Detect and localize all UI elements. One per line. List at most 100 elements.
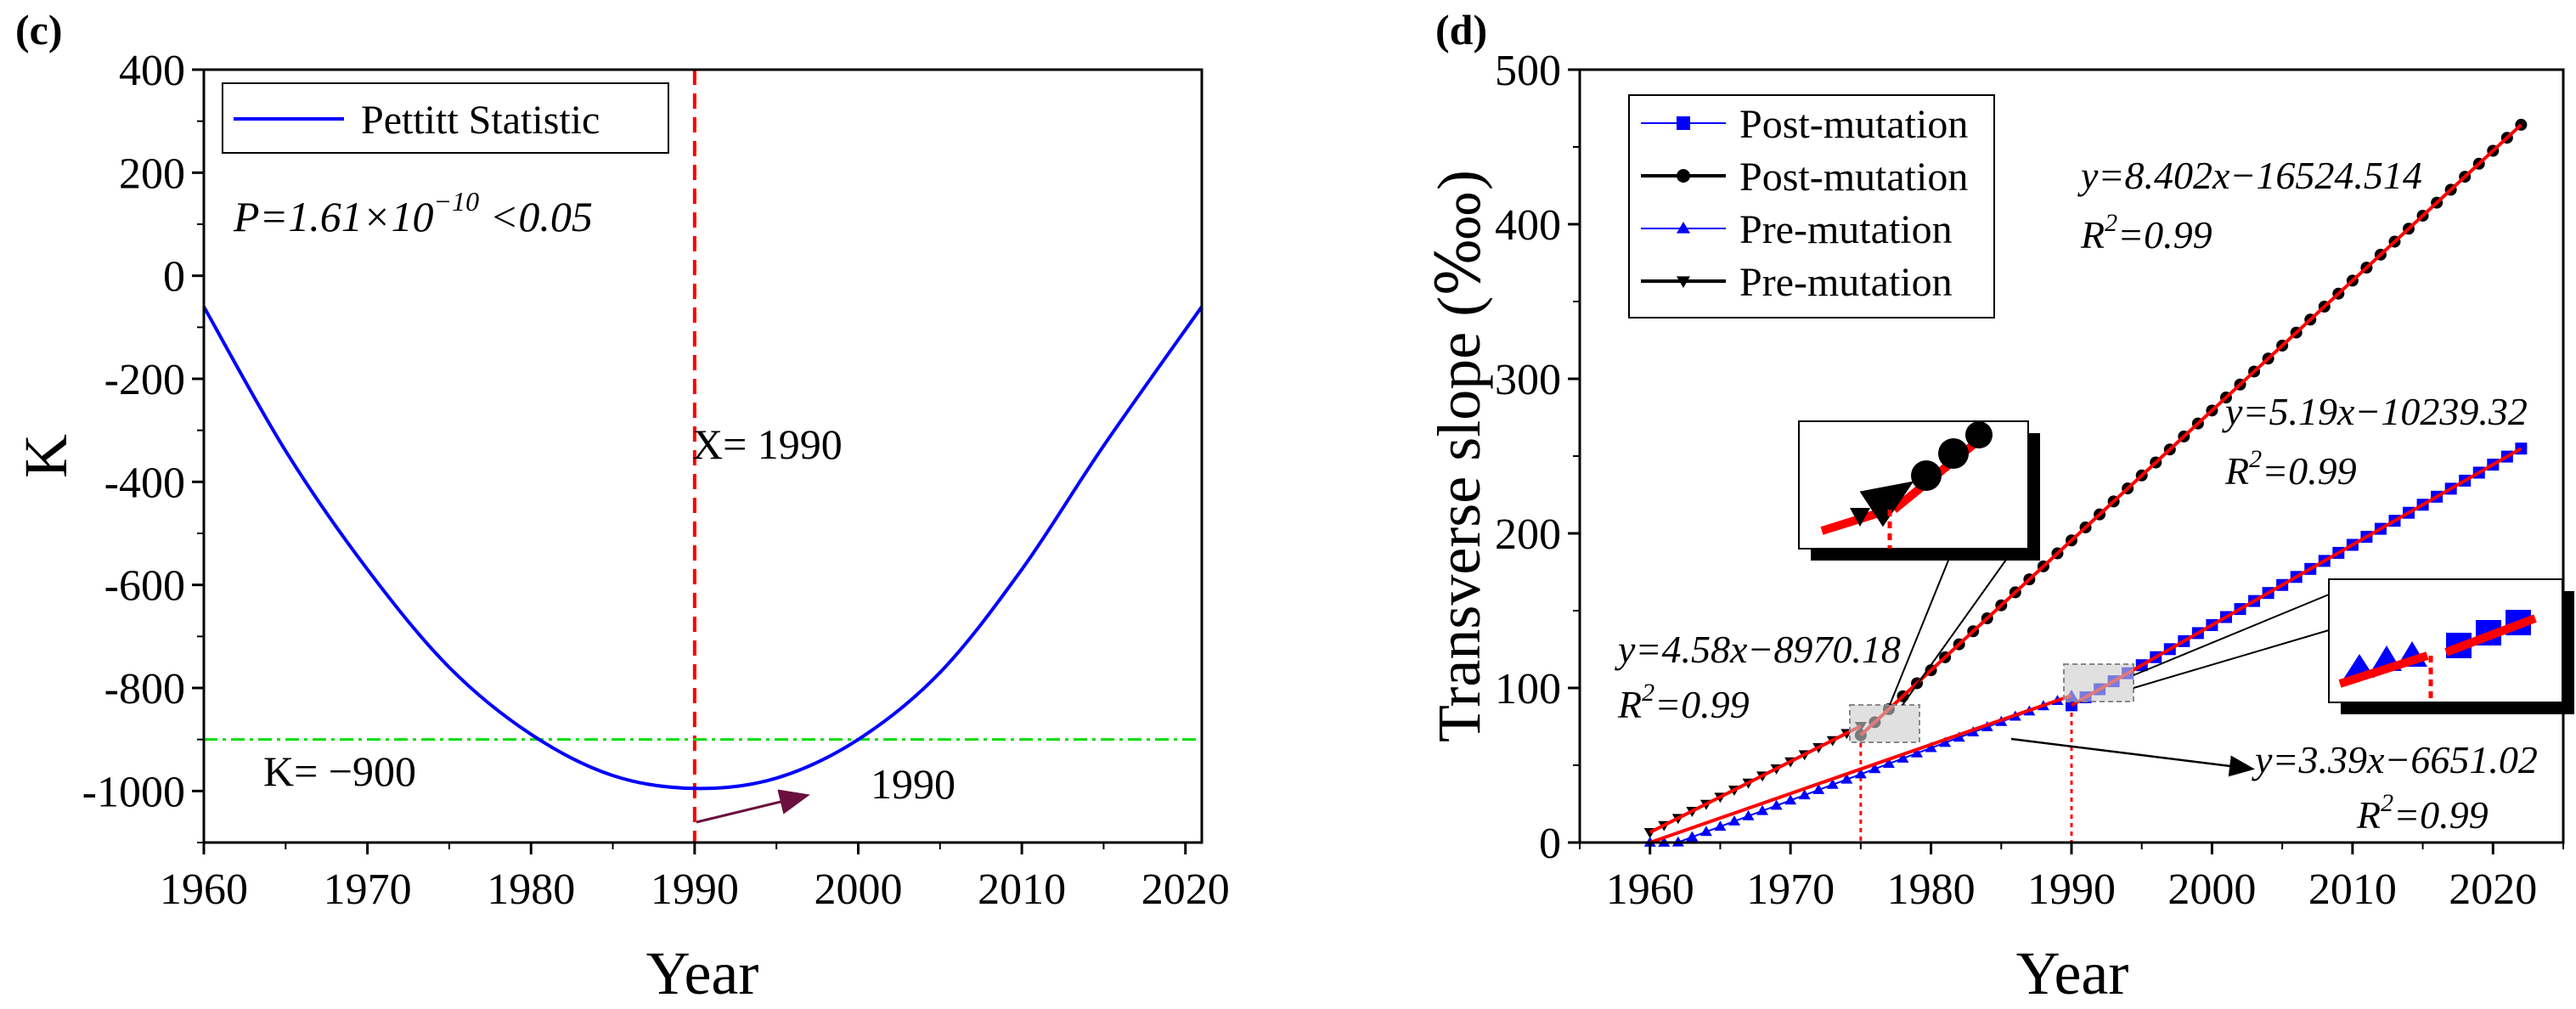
y-tick-label: -600 bbox=[104, 562, 185, 611]
inset-1990-post-fit bbox=[2444, 614, 2537, 657]
panel-d-zoom-box-1990 bbox=[2063, 663, 2134, 702]
triangle-up-marker bbox=[1728, 815, 1740, 826]
panel-d: (d) 1960 1970 1980 1990 2000 2010 2020 0 100 200 3… bbox=[1425, 6, 2574, 1007]
triangle-up-marker bbox=[1840, 773, 1853, 784]
inset-1975-circle-marker-3 bbox=[1965, 421, 1993, 448]
triangle-up-marker bbox=[1784, 794, 1797, 805]
triangle-up-marker bbox=[1742, 809, 1755, 820]
x-tick-label: 2010 bbox=[2308, 865, 2397, 914]
panel-c-ticks: 1960 1970 1980 1990 2000 2010 2020-1000-800-60… bbox=[82, 47, 1230, 914]
x-tick-label: 2010 bbox=[978, 865, 1066, 914]
triangle-up-marker bbox=[1677, 222, 1690, 234]
triangle-up-marker bbox=[1953, 731, 1965, 742]
x-tick-label: 2020 bbox=[2449, 865, 2537, 914]
inset-1975-arrow-marker bbox=[1859, 481, 1914, 527]
panel-d-r2-post-blue: R2=0.99 bbox=[2224, 445, 2357, 493]
y-tick-label: -1000 bbox=[82, 768, 185, 816]
triangle-up-marker bbox=[1897, 752, 1909, 763]
panel-d-series bbox=[1643, 118, 2528, 847]
fit-line bbox=[2071, 447, 2522, 707]
y-tick-label: -200 bbox=[104, 356, 185, 404]
x-tick-label: 1980 bbox=[1887, 865, 1976, 914]
panel-d-legend-label-pre-triangle-down: Pre-mutation bbox=[1739, 260, 1953, 305]
x-tick-label: 2020 bbox=[1141, 865, 1230, 914]
panel-c-x-axis-title: Year bbox=[646, 939, 759, 1007]
triangle-up-marker bbox=[1686, 831, 1699, 842]
panel-d-inset-1990 bbox=[2328, 578, 2574, 714]
panel-d-legend-label-post-circle: Post-mutation bbox=[1739, 155, 1968, 200]
panel-d-leader-1975-a bbox=[1889, 547, 1954, 706]
triangle-up-marker bbox=[1882, 758, 1895, 769]
x-tick-label: 1960 bbox=[160, 865, 248, 914]
panel-d-r2-pre-blue: R2=0.99 bbox=[2356, 789, 2489, 837]
panel-c-minimum-arrow bbox=[696, 789, 810, 824]
x-tick-label: 1980 bbox=[487, 865, 575, 914]
y-tick-label: 500 bbox=[1495, 47, 1561, 95]
y-tick-label: -400 bbox=[104, 459, 185, 507]
triangle-up-marker bbox=[1939, 736, 1952, 747]
triangle-down-marker bbox=[1677, 276, 1690, 288]
panel-c-legend: Pettitt Statistic bbox=[222, 82, 669, 154]
panel-c-plot-frame bbox=[202, 68, 1203, 844]
panel-c-p-value: P=1.61×10−10 <0.05 bbox=[233, 186, 593, 240]
panel-d-inset-1975 bbox=[1798, 420, 2040, 561]
x-tick-label: 1970 bbox=[324, 865, 412, 914]
panel-c-horizontal-line-label: K= −900 bbox=[263, 747, 416, 795]
y-tick-label: 0 bbox=[1539, 820, 1561, 868]
triangle-up-marker bbox=[1911, 747, 1924, 758]
circle-marker bbox=[1677, 169, 1690, 183]
triangle-up-marker bbox=[1770, 799, 1783, 810]
panel-c-series bbox=[202, 305, 1203, 791]
panel-d-zoom-box-1975 bbox=[1849, 704, 1920, 743]
y-tick-label: 200 bbox=[119, 149, 185, 198]
inset-1975-circle-marker-1 bbox=[1911, 460, 1942, 491]
panel-c-arrow-label: 1990 bbox=[871, 760, 955, 808]
pettitt-statistic-line bbox=[202, 305, 1203, 791]
panel-c-reference-lines bbox=[204, 70, 1202, 843]
x-tick-label: 2000 bbox=[2167, 865, 2256, 914]
panel-d-ticks: 1960 1970 1980 1990 2000 2010 2020 0 100 200 300 40… bbox=[1495, 47, 2564, 914]
panel-d-equation-arrow bbox=[2010, 737, 2255, 777]
panel-c-label: (c) bbox=[15, 6, 63, 54]
inset-1990-frame bbox=[2328, 578, 2563, 703]
triangle-up-marker bbox=[1798, 789, 1811, 800]
panel-c: (c) 1960 1970 1980 1990 2000 2010 2020-1000-80… bbox=[12, 6, 1230, 1007]
panel-d-equation-post-blue: y=5.19x−10239.32 bbox=[2222, 390, 2528, 433]
y-tick-label: 0 bbox=[163, 253, 185, 302]
panel-d-x-axis-title: Year bbox=[2016, 939, 2129, 1007]
square-marker bbox=[1677, 116, 1690, 130]
panel-d-equation-post-black: y=8.402x−16524.514 bbox=[2077, 154, 2422, 197]
panel-d-legend-label-post-square: Post-mutation bbox=[1739, 102, 1968, 147]
y-tick-label: 400 bbox=[119, 47, 185, 95]
panel-d-r2-post-black: R2=0.99 bbox=[2080, 209, 2212, 256]
panel-d-legend-label-pre-triangle-up: Pre-mutation bbox=[1739, 207, 1953, 252]
inset-1975-circle-marker-2 bbox=[1938, 438, 1969, 469]
y-tick-label: 200 bbox=[1495, 510, 1561, 559]
series-1 bbox=[1854, 118, 2528, 741]
panel-d-label: (d) bbox=[1435, 6, 1487, 54]
x-tick-label: 2000 bbox=[814, 865, 902, 914]
panel-d-r2-pre-black: R2=0.99 bbox=[1617, 679, 1750, 726]
fit-line bbox=[1649, 724, 1862, 834]
y-tick-label: 100 bbox=[1495, 665, 1561, 713]
triangle-up-marker bbox=[1756, 804, 1769, 815]
fit-line bbox=[1649, 694, 2072, 844]
panel-d-leader-1990-b bbox=[2133, 629, 2330, 689]
triangle-up-marker bbox=[1854, 768, 1867, 779]
fit-line bbox=[1859, 123, 2522, 737]
x-tick-label: 1990 bbox=[651, 865, 739, 914]
panel-d-leader-1975-b bbox=[1902, 547, 2015, 706]
panel-d-legend: Post-mutation Post-mutation Pre-mutation… bbox=[1628, 94, 1995, 318]
panel-c-legend-label: Pettitt Statistic bbox=[361, 98, 600, 143]
x-tick-label: 1960 bbox=[1606, 865, 1694, 914]
y-tick-label: 300 bbox=[1495, 356, 1561, 404]
triangle-up-marker bbox=[1812, 784, 1825, 794]
triangle-up-marker bbox=[1714, 820, 1727, 831]
panel-c-y-axis-title: K bbox=[12, 434, 80, 478]
x-tick-label: 1990 bbox=[2027, 865, 2116, 914]
triangle-up-marker bbox=[1925, 741, 1937, 753]
panel-d-equation-pre-black: y=4.58x−8970.18 bbox=[1615, 628, 1901, 671]
inset-1990-pre-fit bbox=[2338, 651, 2429, 688]
triangle-up-marker bbox=[1869, 763, 1881, 774]
x-tick-label: 1970 bbox=[1746, 865, 1835, 914]
